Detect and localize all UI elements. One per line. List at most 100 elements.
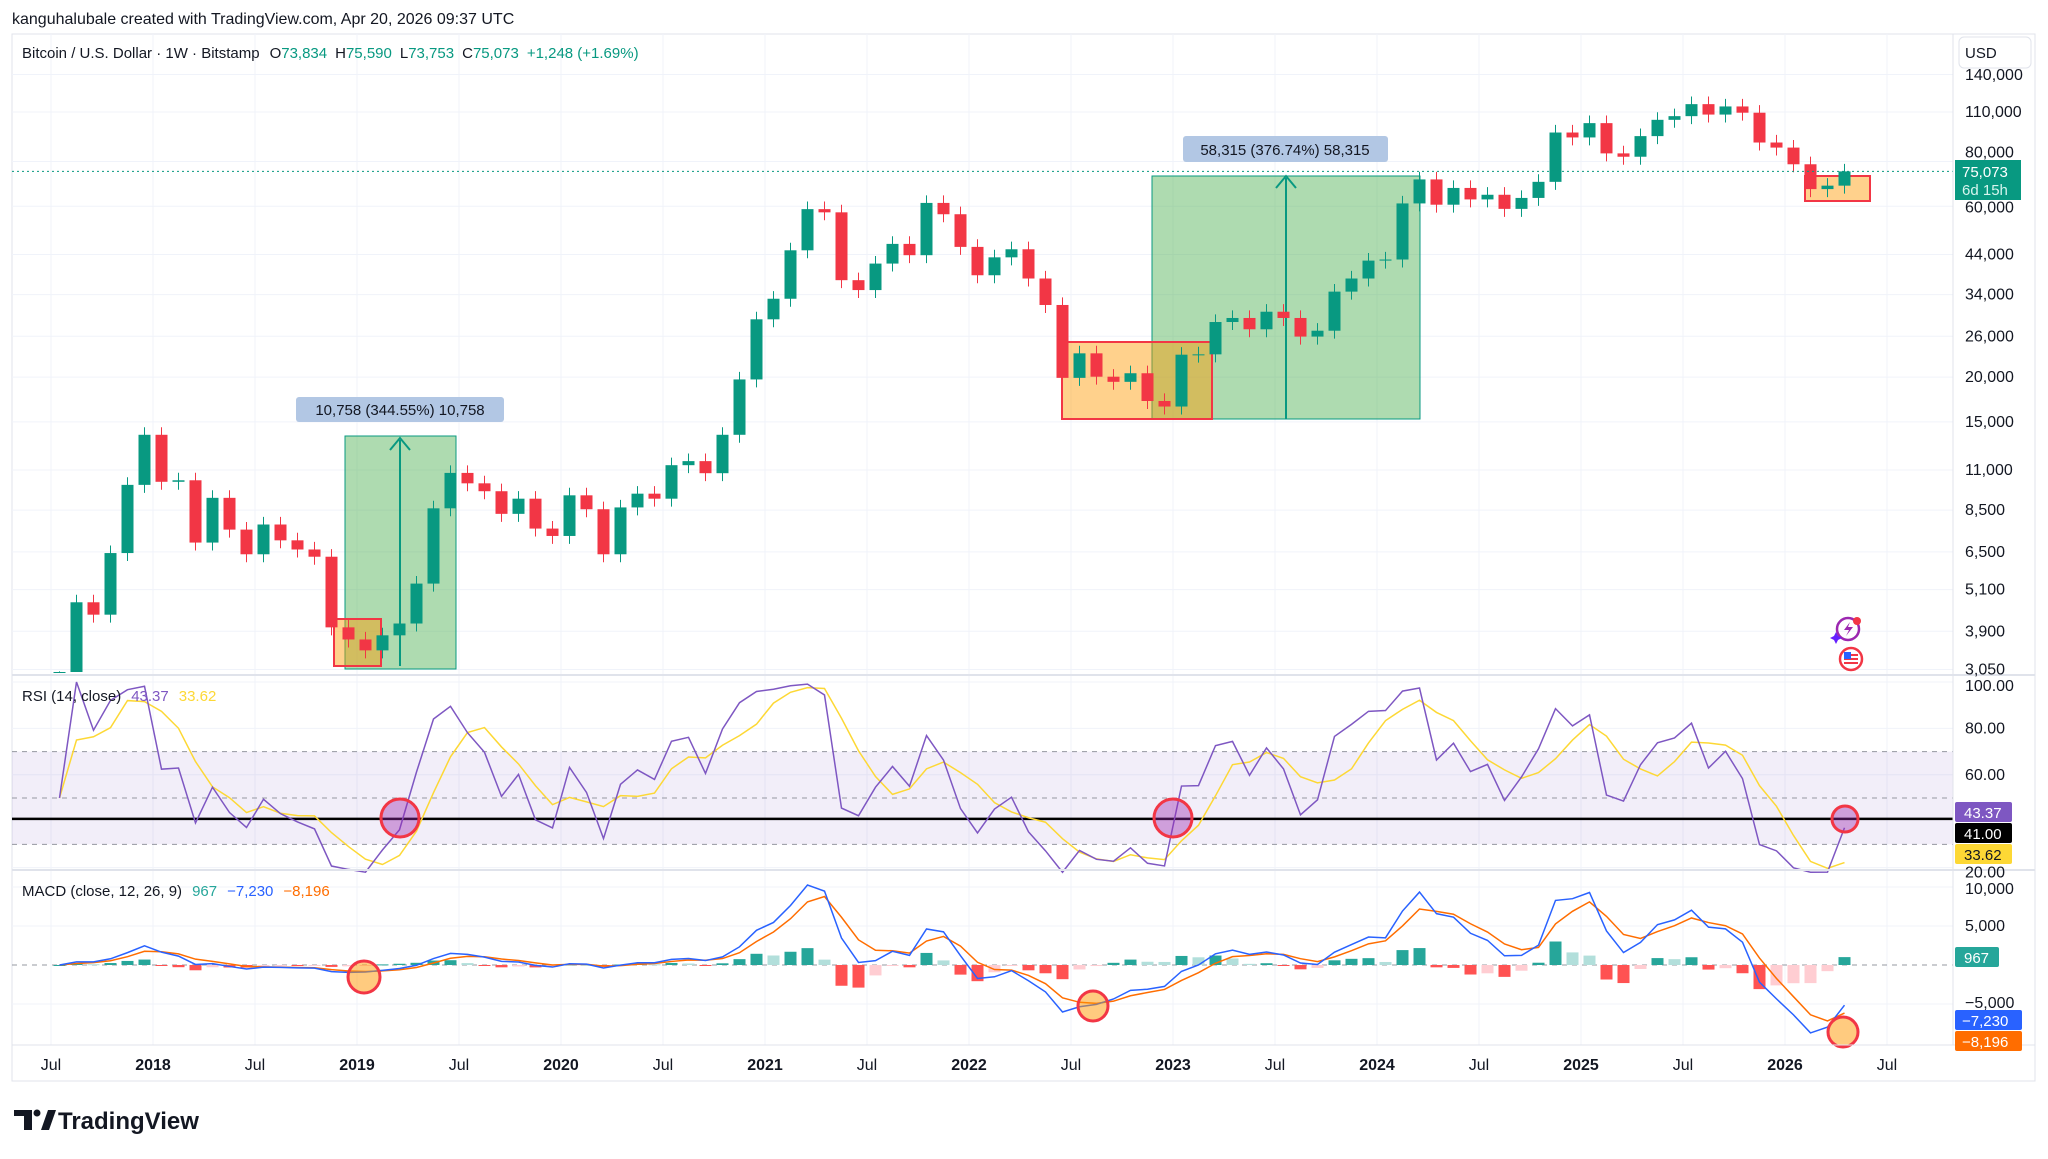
price-tick-label: 44,000 bbox=[1965, 246, 2014, 263]
candle-body bbox=[1685, 104, 1698, 117]
macd-histogram-bar bbox=[512, 965, 525, 967]
rsi-ma-badge-text: 33.62 bbox=[1964, 847, 2002, 864]
macd-histogram-bar bbox=[138, 959, 151, 965]
time-axis[interactable]: Jul 2018 Jul 2019 Jul 2020 Jul 2021 Jul 2022 Jul 20… bbox=[41, 1057, 1897, 1074]
macd-histogram-bar bbox=[87, 964, 100, 966]
macd-histogram-bar bbox=[1158, 961, 1171, 965]
price-axis[interactable]: 140,000 110,000 80,000 60,000 44,000 34,000 26… bbox=[1965, 67, 2023, 1012]
entry-zone-1[interactable] bbox=[333, 618, 382, 667]
time-tick-label: 2019 bbox=[339, 1057, 375, 1074]
candle-body bbox=[1481, 194, 1494, 200]
macd-histogram-bar bbox=[376, 964, 389, 966]
macd-histogram-bar bbox=[648, 964, 661, 966]
arrow-head-icon bbox=[389, 436, 411, 451]
rsi-level-badge bbox=[1955, 823, 2012, 843]
macd-histogram-bar bbox=[699, 965, 712, 966]
macd-hist-badge-text: 967 bbox=[1964, 950, 1989, 967]
macd-histogram-bar bbox=[70, 963, 83, 965]
candle-body bbox=[1532, 181, 1545, 198]
symbol-legend[interactable]: Bitcoin / U.S. Dollar · 1W · Bitstamp O73… bbox=[22, 45, 639, 62]
currency-label: USD bbox=[1965, 45, 1997, 62]
macd-histogram-bar bbox=[1022, 965, 1035, 971]
macd-histogram-bar bbox=[1039, 965, 1052, 974]
macd-histogram-bar bbox=[1311, 965, 1324, 968]
macd-histogram bbox=[53, 941, 1851, 990]
rsi-legend[interactable]: RSI (14, close) 43.37 33.62 bbox=[22, 688, 216, 705]
macd-hist-badge bbox=[1955, 947, 1999, 967]
candle-body bbox=[478, 483, 491, 492]
macd-histogram-bar bbox=[971, 965, 984, 982]
candle-body bbox=[1141, 373, 1154, 401]
macd-histogram-bar bbox=[1396, 950, 1409, 965]
macd-histogram-bar bbox=[444, 960, 457, 965]
candle-body bbox=[1804, 164, 1817, 190]
macd-histogram-bar bbox=[1277, 965, 1290, 966]
candle-body bbox=[257, 524, 270, 555]
macd-histogram-bar bbox=[1362, 958, 1375, 965]
time-tick-label: Jul bbox=[245, 1057, 265, 1074]
macd-histogram-bar bbox=[1124, 959, 1137, 965]
candle-body bbox=[1668, 116, 1681, 120]
currency-button[interactable] bbox=[1958, 36, 2032, 69]
measure-label-1-bg bbox=[296, 397, 504, 422]
macd-highlight-circle[interactable] bbox=[346, 959, 382, 995]
macd-signal-badge bbox=[1955, 1031, 2022, 1051]
candle-body bbox=[699, 461, 712, 474]
rsi-value-badge-text: 43.37 bbox=[1964, 805, 2002, 822]
macd-histogram-bar bbox=[104, 963, 117, 965]
candle-body bbox=[1498, 194, 1511, 209]
time-tick-label: Jul bbox=[1061, 1057, 1081, 1074]
price-tick-label: 15,000 bbox=[1965, 414, 2014, 431]
candle-body bbox=[1651, 119, 1664, 137]
tradingview-logo[interactable]: TradingView bbox=[14, 1108, 199, 1135]
rsi-highlight-circle[interactable] bbox=[379, 797, 421, 839]
candle-body bbox=[461, 472, 474, 484]
rsi-highlight-circle[interactable] bbox=[1830, 804, 1860, 834]
candle-body bbox=[308, 549, 321, 557]
us-flag-icon[interactable] bbox=[1838, 646, 1864, 672]
candle-body bbox=[206, 497, 219, 543]
candle-body bbox=[818, 209, 831, 213]
macd-histogram-bar bbox=[274, 965, 287, 966]
macd-histogram-bar bbox=[1447, 965, 1460, 968]
candle-body bbox=[1838, 171, 1851, 186]
macd-histogram-bar bbox=[529, 965, 542, 968]
time-tick-label: Jul bbox=[449, 1057, 469, 1074]
chart-frame bbox=[11, 33, 2036, 1082]
candle-body bbox=[1396, 203, 1409, 260]
rsi-highlight-circle[interactable] bbox=[1152, 797, 1194, 839]
macd-histogram-bar bbox=[1736, 965, 1749, 974]
macd-highlight-circle[interactable] bbox=[1076, 989, 1110, 1023]
candle-body bbox=[750, 319, 763, 380]
candle-body bbox=[1787, 147, 1800, 165]
macd-histogram-bar bbox=[1549, 941, 1562, 965]
macd-histogram-bar bbox=[53, 965, 66, 966]
candle-body bbox=[920, 202, 933, 256]
candle-body bbox=[1107, 376, 1120, 382]
candle-body bbox=[614, 507, 627, 555]
arrow-head-icon bbox=[1275, 174, 1297, 189]
price-tick-label: 11,000 bbox=[1965, 462, 2013, 479]
measure-label-2: 58,315 (376.74%) 58,315 bbox=[1200, 142, 1369, 159]
price-tick-label: 34,000 bbox=[1965, 287, 2014, 304]
candle-body bbox=[1260, 311, 1273, 330]
macd-histogram-bar bbox=[784, 951, 797, 965]
candle-body bbox=[53, 672, 66, 673]
candle-body bbox=[1209, 322, 1222, 355]
candle-body bbox=[1617, 153, 1630, 157]
price-tick-label: 3,050 bbox=[1965, 662, 2005, 679]
macd-histogram-bar bbox=[1413, 948, 1426, 965]
macd-highlight-circle[interactable] bbox=[1826, 1015, 1860, 1049]
macd-tick-label: 5,000 bbox=[1965, 918, 2005, 935]
macd-histogram-bar bbox=[410, 962, 423, 965]
macd-legend[interactable]: MACD (close, 12, 26, 9) 967 −7,230 −8,196 bbox=[22, 883, 330, 900]
candle-body bbox=[1583, 123, 1596, 138]
candle-body bbox=[682, 461, 695, 466]
candle-body bbox=[1464, 187, 1477, 200]
macd-histogram-bar bbox=[308, 965, 321, 966]
macd-histogram-bar bbox=[580, 964, 593, 966]
candle-body bbox=[529, 498, 542, 529]
ai-spark-icon[interactable] bbox=[1830, 616, 1861, 644]
macd-histogram-bar bbox=[1209, 955, 1222, 965]
